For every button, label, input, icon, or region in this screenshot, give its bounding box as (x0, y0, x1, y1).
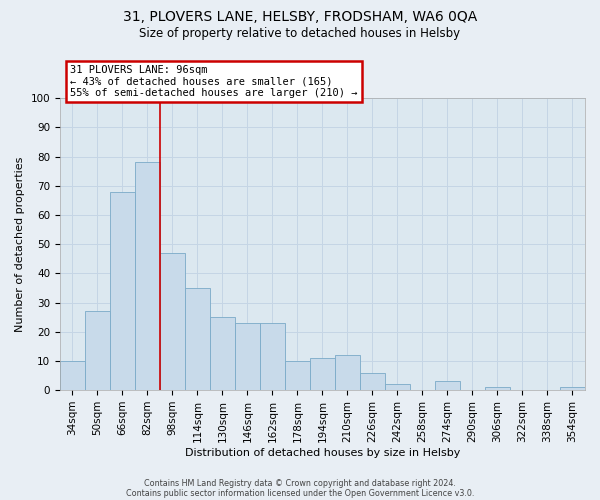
Bar (235, 323, 260, 390)
Bar (160, 253, 185, 390)
Bar (110, 192, 135, 390)
Bar (560, 387, 585, 390)
Bar (185, 288, 210, 390)
Bar (435, 382, 460, 390)
Bar (335, 355, 360, 390)
Bar (485, 387, 510, 390)
Bar (360, 372, 385, 390)
Text: 31, PLOVERS LANE, HELSBY, FRODSHAM, WA6 0QA: 31, PLOVERS LANE, HELSBY, FRODSHAM, WA6 … (123, 10, 477, 24)
Text: Contains public sector information licensed under the Open Government Licence v3: Contains public sector information licen… (126, 488, 474, 498)
Text: Contains HM Land Registry data © Crown copyright and database right 2024.: Contains HM Land Registry data © Crown c… (144, 478, 456, 488)
Bar (385, 384, 410, 390)
Bar (310, 358, 335, 390)
Bar (210, 317, 235, 390)
Bar (260, 323, 285, 390)
Bar (60, 361, 85, 390)
Y-axis label: Number of detached properties: Number of detached properties (15, 156, 25, 332)
Text: 31 PLOVERS LANE: 96sqm
← 43% of detached houses are smaller (165)
55% of semi-de: 31 PLOVERS LANE: 96sqm ← 43% of detached… (70, 65, 358, 98)
Bar (135, 162, 160, 390)
X-axis label: Distribution of detached houses by size in Helsby: Distribution of detached houses by size … (185, 448, 460, 458)
Bar (85, 312, 110, 390)
Text: Size of property relative to detached houses in Helsby: Size of property relative to detached ho… (139, 28, 461, 40)
Bar (285, 361, 310, 390)
